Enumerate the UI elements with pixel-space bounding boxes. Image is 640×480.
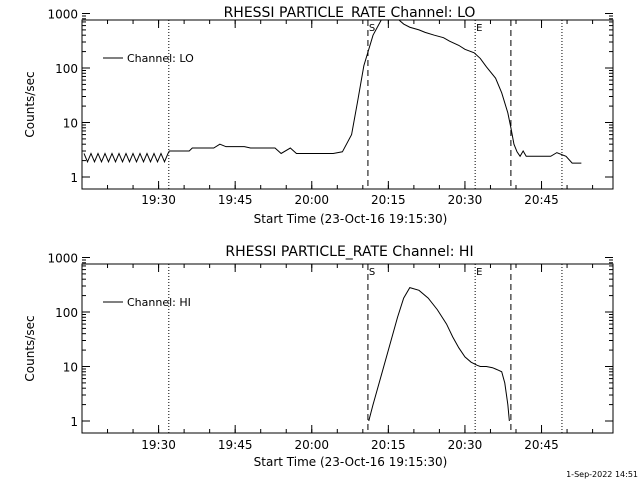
series-line — [83, 20, 582, 164]
chart-title: RHESSI PARTICLE_RATE Channel: HI — [225, 244, 473, 260]
x-axis-label: Start Time (23-Oct-16 19:15:30) — [254, 212, 448, 226]
x-tick-label: 19:30 — [141, 193, 176, 207]
x-tick-label: 20:00 — [294, 193, 329, 207]
series-line — [368, 287, 510, 422]
x-tick-label: 20:45 — [524, 193, 559, 207]
y-axis-label: Counts/sec — [23, 315, 37, 381]
plot-frame — [81, 19, 614, 190]
x-tick-label: 20:15 — [371, 438, 406, 452]
y-tick-label: 10 — [63, 361, 78, 375]
x-tick-label: 19:45 — [218, 193, 253, 207]
y-axis-label: Counts/sec — [23, 71, 37, 137]
y-tick-label: 100 — [55, 306, 78, 320]
x-tick-label: 19:30 — [141, 438, 176, 452]
marker-label: E — [476, 23, 482, 34]
y-tick-label: 1 — [70, 415, 78, 429]
marker-label: S — [369, 23, 375, 34]
hi-channel-panel: RHESSI PARTICLE_RATE Channel: HI Counts/s… — [23, 244, 614, 469]
footer-timestamp: 1-Sep-2022 14:51 — [566, 470, 638, 479]
marker-label: E — [476, 267, 482, 278]
y-tick-label: 1 — [70, 171, 78, 185]
marker-label: S — [369, 267, 375, 278]
x-tick-label: 20:15 — [371, 193, 406, 207]
legend-label: Channel: LO — [127, 52, 194, 65]
x-tick-label: 20:00 — [294, 438, 329, 452]
legend-label: Channel: HI — [127, 296, 191, 309]
chart-title: RHESSI PARTICLE_RATE Channel: LO — [224, 5, 476, 21]
plot-frame — [81, 263, 614, 434]
lo-channel-panel: RHESSI PARTICLE_RATE Channel: LO Counts/s… — [23, 5, 614, 226]
y-tick-label: 100 — [55, 62, 78, 76]
x-tick-label: 19:45 — [218, 438, 253, 452]
x-tick-label: 20:30 — [448, 438, 483, 452]
x-tick-label: 20:30 — [448, 193, 483, 207]
y-tick-label: 1000 — [47, 8, 78, 22]
x-tick-label: 20:45 — [524, 438, 559, 452]
x-axis-label: Start Time (23-Oct-16 19:15:30) — [254, 455, 448, 469]
y-tick-label: 10 — [63, 117, 78, 131]
y-tick-label: 1000 — [47, 252, 78, 266]
